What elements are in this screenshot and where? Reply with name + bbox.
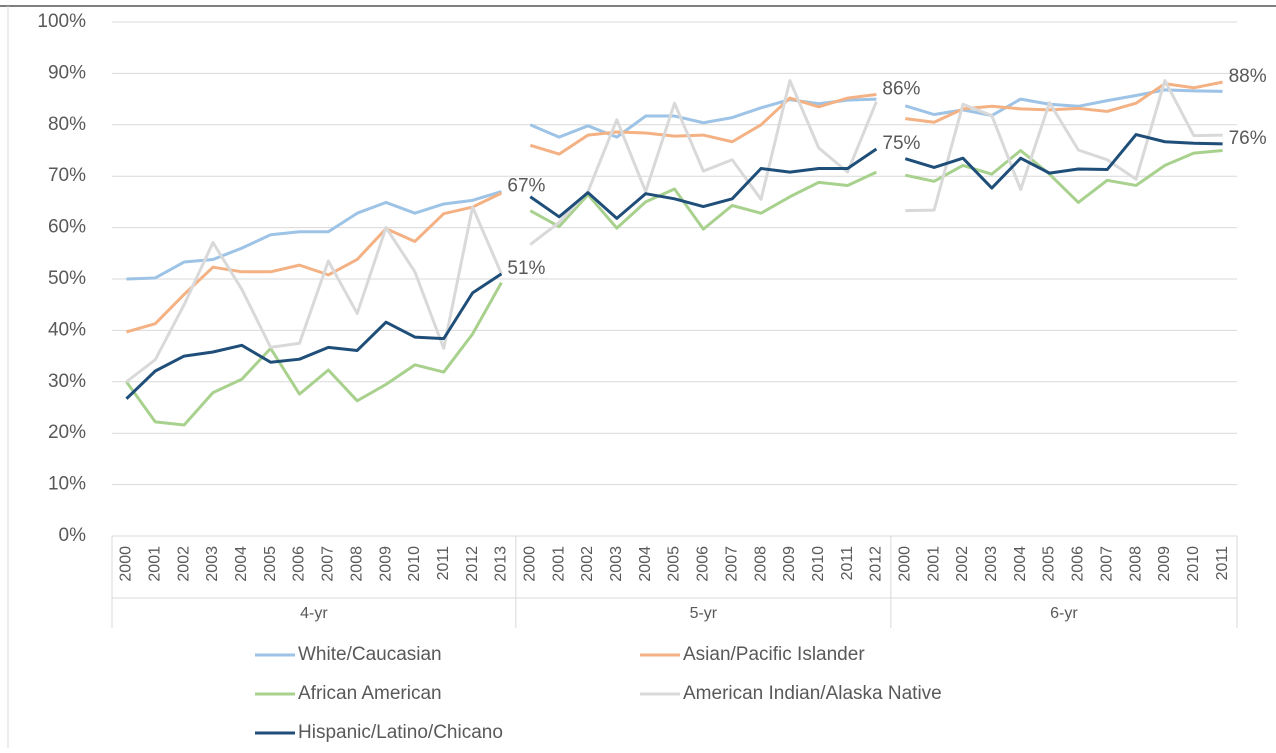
y-tick-label: 40% — [48, 319, 86, 340]
series-line — [126, 191, 503, 334]
x-tick-label: 2007 — [1098, 546, 1115, 582]
series-line — [529, 170, 878, 231]
x-tick-label: 2000 — [896, 546, 913, 582]
legend-label: American Indian/Alaska Native — [683, 683, 942, 704]
series-line — [125, 272, 503, 400]
series-line — [904, 149, 1223, 204]
series-line — [125, 205, 503, 383]
x-tick-label: 2009 — [1156, 546, 1173, 582]
x-tick-label: 2007 — [320, 546, 337, 582]
x-tick-label: 2006 — [291, 546, 308, 582]
x-tick-label: 2011 — [839, 546, 856, 581]
x-tick-label: 2007 — [723, 546, 740, 582]
y-tick-label: 20% — [48, 422, 86, 443]
y-tick-label: 0% — [59, 525, 87, 546]
x-tick-label: 2010 — [810, 546, 827, 582]
data-label: 51% — [507, 258, 545, 279]
group-label: 6-yr — [1050, 605, 1078, 622]
series-line — [904, 133, 1223, 190]
group-label: 5-yr — [690, 605, 718, 622]
x-tick-label: 2011 — [435, 546, 452, 581]
x-tick-label: 2008 — [1127, 546, 1144, 582]
x-tick-label: 2004 — [233, 546, 250, 582]
x-tick-label: 2005 — [1041, 546, 1058, 582]
x-tick-label: 2001 — [550, 546, 567, 582]
x-tick-label: 2003 — [204, 546, 221, 582]
data-label: 67% — [507, 176, 545, 197]
y-tick-label: 80% — [48, 114, 86, 135]
x-tick-label: 2001 — [925, 546, 942, 582]
x-tick-label: 2003 — [983, 546, 1000, 582]
x-tick-label: 2008 — [348, 546, 365, 582]
x-tick-label: 2005 — [262, 546, 279, 582]
series-line — [905, 79, 1223, 213]
x-tick-label: 2004 — [1012, 546, 1029, 582]
data-label: 76% — [1229, 128, 1267, 149]
legend-label: African American — [298, 683, 442, 704]
x-tick-label: 2006 — [695, 546, 712, 582]
x-tick-label: 2002 — [954, 546, 971, 582]
legend-label: White/Caucasian — [298, 644, 442, 665]
x-tick-label: 2002 — [175, 546, 192, 582]
series-line — [529, 97, 877, 139]
y-tick-label: 10% — [48, 474, 86, 495]
x-tick-label: 2002 — [579, 546, 596, 582]
data-label: 88% — [1229, 66, 1267, 87]
series-line — [529, 92, 877, 156]
legend-label: Hispanic/Latino/Chicano — [298, 722, 503, 743]
x-tick-label: 2003 — [608, 546, 625, 582]
x-tick-label: 2001 — [146, 546, 163, 582]
x-tick-label: 2013 — [493, 546, 510, 582]
x-tick-label: 2009 — [377, 546, 394, 582]
y-tick-label: 50% — [48, 268, 86, 289]
x-tick-label: 2009 — [781, 546, 798, 582]
x-tick-label: 2006 — [1070, 546, 1087, 582]
x-tick-label: 2012 — [868, 546, 885, 582]
series-line — [125, 281, 503, 427]
x-tick-label: 2011 — [1214, 546, 1231, 581]
y-tick-label: 60% — [48, 217, 86, 238]
x-tick-label: 2010 — [406, 546, 423, 582]
y-tick-label: 30% — [48, 371, 86, 392]
series-line — [905, 80, 1223, 124]
y-tick-label: 70% — [48, 165, 86, 186]
x-tick-label: 2000 — [521, 546, 538, 582]
y-tick-label: 90% — [48, 62, 86, 83]
series-line — [126, 190, 502, 281]
series-line — [529, 147, 878, 220]
x-tick-label: 2004 — [637, 546, 654, 582]
x-tick-label: 2012 — [464, 546, 481, 582]
legend-label: Asian/Pacific Islander — [683, 644, 865, 665]
data-label: 75% — [882, 133, 920, 154]
x-tick-label: 2010 — [1185, 546, 1202, 582]
x-tick-label: 2005 — [666, 546, 683, 582]
x-tick-label: 2008 — [752, 546, 769, 582]
y-tick-label: 100% — [37, 11, 86, 32]
x-tick-label: 2000 — [118, 546, 135, 582]
group-label: 4-yr — [300, 605, 328, 622]
data-label: 86% — [882, 78, 920, 99]
